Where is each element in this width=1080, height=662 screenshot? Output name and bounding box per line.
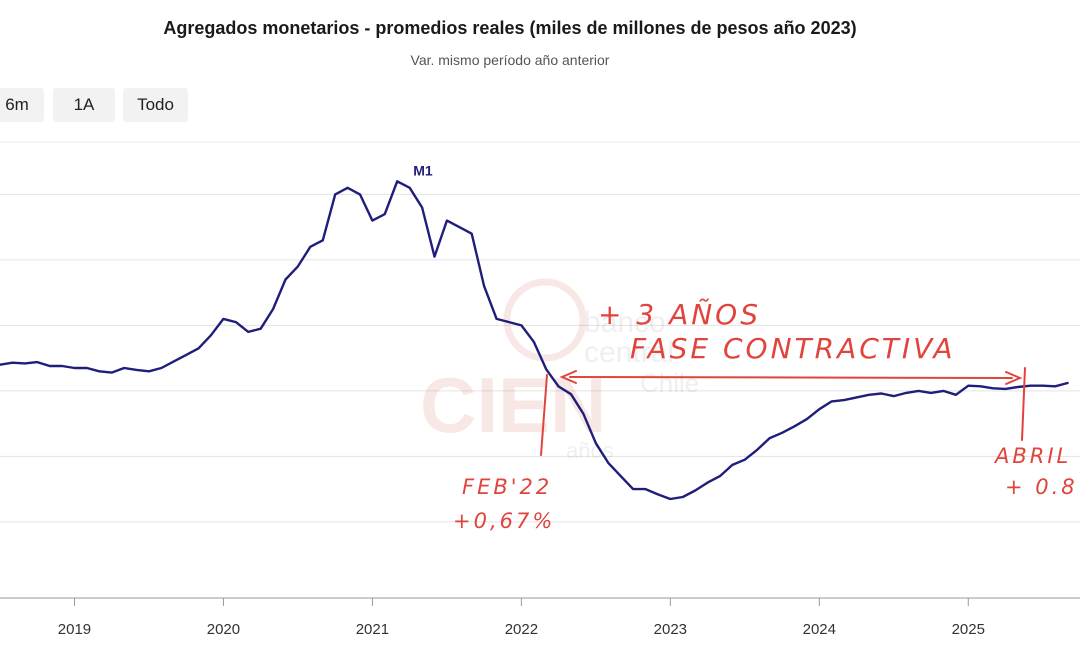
start-annotation-line1: FEB'22 [462, 475, 552, 499]
watermark-bank-1: banco [584, 306, 666, 339]
watermark-bank-2: central [584, 336, 674, 369]
phase-annotation-line2: FASE CONTRACTIVA [630, 332, 956, 365]
end-annotation-line2: + 0.8 [1005, 475, 1078, 499]
x-tick-label: 2022 [505, 621, 538, 638]
arrow-right-head-icon [1005, 371, 1023, 385]
range-button-todo[interactable]: Todo [123, 88, 188, 122]
chart-title: Agregados monetarios - promedios reales … [163, 18, 857, 38]
hand-annotations [540, 367, 1026, 456]
x-tick-label: 2020 [207, 621, 240, 638]
range-button-1a[interactable]: 1A [53, 88, 115, 122]
grid-lines [0, 141, 1080, 523]
x-tick-label: 2025 [952, 621, 985, 638]
range-button-6m[interactable]: 6m [0, 88, 44, 122]
series-line-m1[interactable] [0, 180, 1069, 501]
start-annotation-line2: +0,67% [453, 509, 555, 533]
end-marker-line [1021, 367, 1026, 441]
x-tick-label: 2024 [803, 621, 836, 638]
watermark-logo-icon [503, 278, 587, 362]
watermark-bank-3: Chile [640, 368, 699, 398]
end-annotation-line1: ABRIL [993, 444, 1071, 468]
chart-subtitle: Var. mismo período año anterior [410, 52, 610, 68]
series-label-m1: M1 [413, 162, 433, 178]
watermark-main-text: CIEN [420, 361, 606, 449]
phase-arrow-line [569, 376, 1013, 379]
x-tick-label: 2019 [58, 621, 91, 638]
arrow-left-head-icon [559, 370, 577, 384]
watermark: banco central Chile CIEN años [420, 278, 699, 463]
phase-annotation-line1: + 3 AÑOS [598, 298, 761, 331]
start-marker-line [540, 374, 548, 456]
x-tick-label: 2021 [356, 621, 389, 638]
x-tick-label: 2023 [654, 621, 687, 638]
x-axis: 2019 2020 2021 2022 2023 2024 2025 [0, 597, 1080, 638]
